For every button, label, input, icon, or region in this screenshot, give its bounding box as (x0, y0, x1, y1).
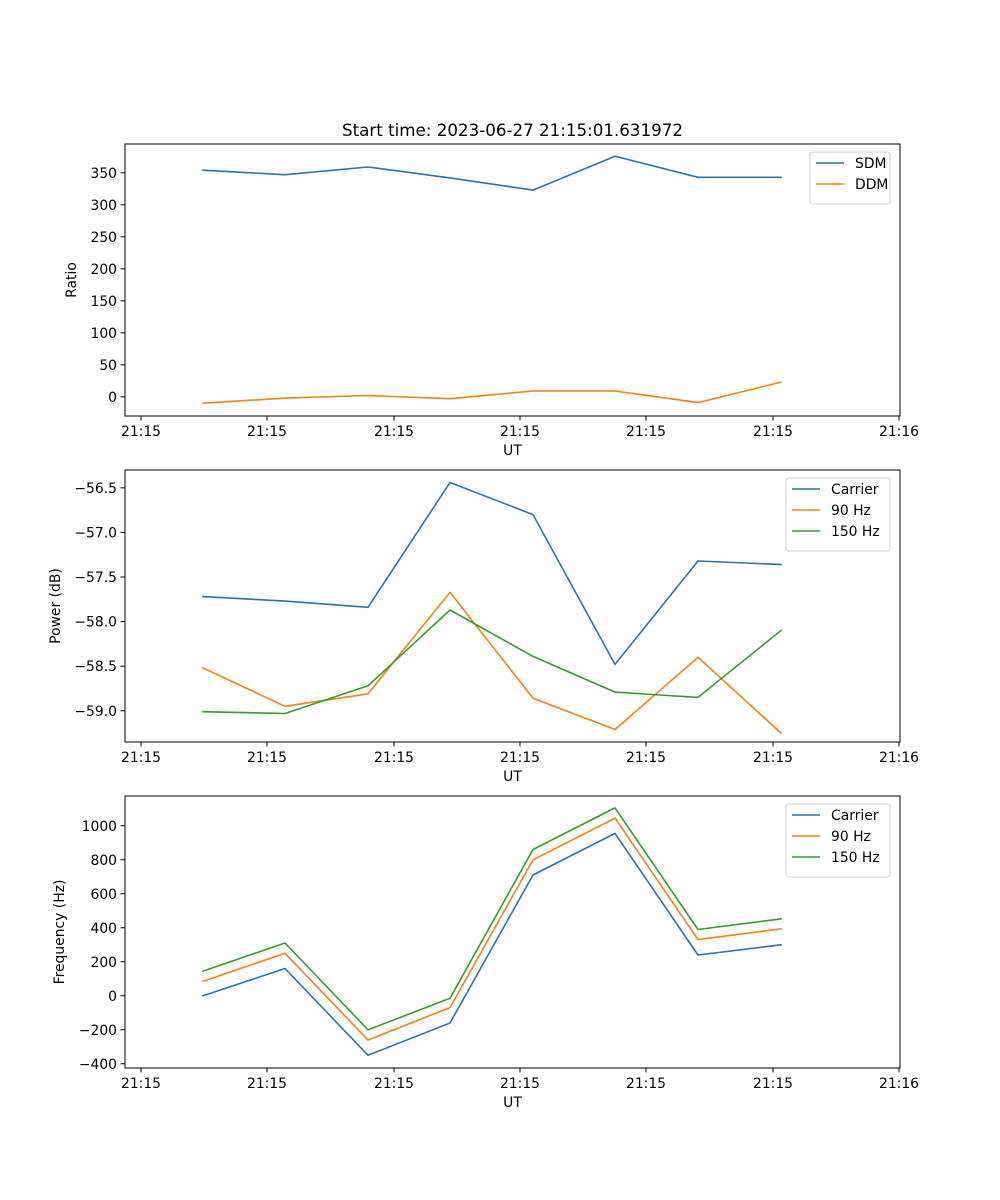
y-tick-label: 300 (90, 198, 117, 214)
series-line-carrier (202, 481, 782, 666)
x-tick-label: 21:15 (753, 750, 793, 766)
y-tick-label: −57.0 (74, 525, 117, 541)
y-tick-label: 200 (90, 955, 117, 971)
legend-label: SDM (855, 156, 887, 172)
y-tick-label: 800 (90, 853, 117, 869)
y-tick-label: 600 (90, 887, 117, 903)
y-tick-label: −59.0 (74, 704, 117, 720)
legend-label: 150 Hz (831, 850, 880, 866)
y-tick-label: −58.5 (74, 659, 117, 675)
y-tick-label: −56.5 (74, 481, 117, 497)
chart-panel-3: 21:15 21:15 21:15 21:15 21:15 21:15 21:16 −400 −… (52, 795, 919, 1111)
axes-frame (124, 795, 901, 1069)
x-axis-label: UT (503, 769, 522, 785)
x-axis-label: UT (503, 1095, 522, 1111)
legend-box (785, 803, 891, 878)
legend-label: DDM (855, 177, 888, 193)
x-tick-label: 21:15 (374, 424, 414, 440)
chart-panels: 21:15 21:15 21:15 21:15 21:15 21:15 21:16 0 50 10… (48, 143, 919, 1111)
x-tick-label: 21:15 (121, 424, 161, 440)
y-axis-label: Power (dB) (48, 568, 64, 644)
y-tick-label: 0 (108, 390, 117, 406)
x-tick-label: 21:15 (500, 1076, 540, 1092)
x-tick-label: 21:15 (247, 750, 287, 766)
x-tick-label: 21:15 (247, 424, 287, 440)
y-tick-label: −57.5 (74, 570, 117, 586)
axes-frame (124, 143, 901, 417)
x-tick-label: 21:15 (500, 750, 540, 766)
y-tick-label: 350 (90, 166, 117, 182)
x-tick-label: 21:15 (626, 1076, 666, 1092)
x-tick-label: 21:15 (374, 1076, 414, 1092)
series-line-90-hz (201, 591, 783, 735)
legend: Carrier 90 Hz 150 Hz (785, 803, 891, 878)
axes-frame (124, 469, 901, 743)
series-line-ddm (202, 381, 782, 405)
legend-label: Carrier (831, 808, 879, 824)
y-tick-label: 100 (90, 326, 117, 342)
x-tick-label: 21:16 (879, 424, 919, 440)
y-tick-label: −58.0 (74, 615, 117, 631)
y-tick-label: 200 (90, 262, 117, 278)
chart-panel-1: 21:15 21:15 21:15 21:15 21:15 21:15 21:16 0 50 10… (64, 143, 919, 459)
legend: SDM DDM (809, 151, 891, 205)
x-tick-label: 21:16 (879, 1076, 919, 1092)
legend: Carrier 90 Hz 150 Hz (785, 477, 891, 552)
legend-label: Carrier (831, 482, 879, 498)
y-axis-label: Frequency (Hz) (52, 880, 68, 985)
legend-label: 90 Hz (831, 503, 871, 519)
x-tick-label: 21:15 (626, 750, 666, 766)
x-tick-label: 21:15 (247, 1076, 287, 1092)
x-tick-label: 21:15 (121, 1076, 161, 1092)
x-tick-label: 21:15 (753, 1076, 793, 1092)
x-axis-label: UT (503, 443, 522, 459)
y-tick-label: −200 (79, 1023, 117, 1039)
chart-panel-2: 21:15 21:15 21:15 21:15 21:15 21:15 21:16 −59.0… (48, 469, 919, 785)
legend-label: 90 Hz (831, 829, 871, 845)
y-tick-label: 400 (90, 921, 117, 937)
x-tick-label: 21:15 (121, 750, 161, 766)
y-tick-label: 50 (99, 358, 117, 374)
y-tick-label: 0 (108, 989, 117, 1005)
x-tick-label: 21:16 (879, 750, 919, 766)
legend-box (785, 477, 891, 552)
y-tick-label: 1000 (82, 819, 117, 835)
legend-box (809, 151, 891, 205)
legend-label: 150 Hz (831, 524, 880, 540)
y-axis-label: Ratio (64, 262, 80, 298)
series-line-sdm (202, 155, 782, 191)
x-tick-label: 21:15 (500, 424, 540, 440)
x-tick-label: 21:15 (753, 424, 793, 440)
series-line-150-hz (202, 609, 783, 715)
y-tick-label: −400 (79, 1057, 117, 1073)
series-line-90-hz (201, 817, 782, 1041)
series-line-150-hz (201, 807, 782, 1031)
x-tick-label: 21:15 (374, 750, 414, 766)
x-tick-label: 21:15 (626, 424, 666, 440)
y-tick-label: 150 (90, 294, 117, 310)
y-tick-label: 250 (90, 230, 117, 246)
series-line-carrier (201, 832, 782, 1057)
figure-title: Start time: 2023-06-27 21:15:01.631972 (342, 120, 683, 140)
